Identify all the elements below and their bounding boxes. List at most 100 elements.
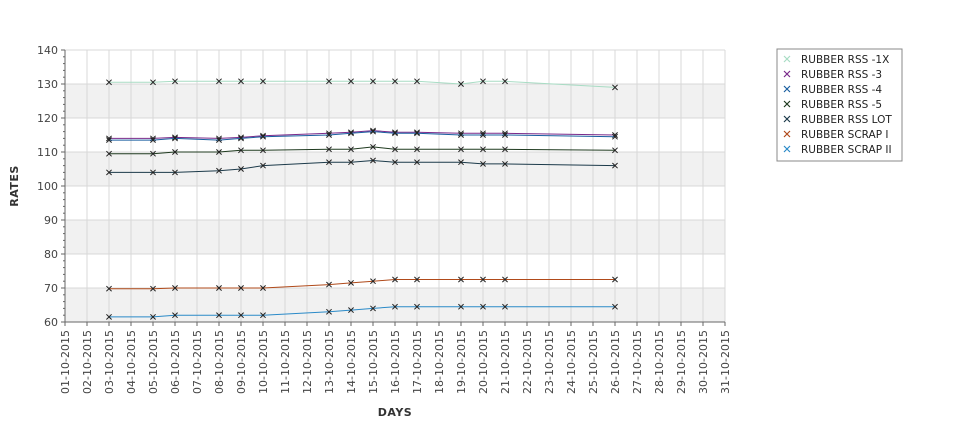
data-point [106, 169, 112, 176]
x-tick-label: 06-10-2015 [169, 330, 182, 394]
data-point [260, 78, 266, 85]
x-tick-label: 05-10-2015 [147, 330, 160, 394]
x-tick-label: 22-10-2015 [521, 330, 534, 394]
data-point [392, 130, 398, 137]
x-tick-label: 16-10-2015 [389, 330, 402, 394]
data-point [172, 149, 178, 155]
y-tick-label: 120 [37, 112, 58, 125]
x-tick-label: 10-10-2015 [257, 330, 270, 394]
legend-marker [783, 85, 791, 93]
legend-item: RUBBER RSS LOT [783, 114, 892, 126]
legend-label: RUBBER RSS -4 [801, 84, 882, 96]
y-tick-label: 70 [44, 282, 58, 295]
legend-item: RUBBER RSS -1X [783, 54, 889, 66]
data-point [216, 312, 222, 319]
series-1 [106, 78, 618, 91]
series-3 [106, 128, 618, 144]
x-tick-label: 30-10-2015 [697, 330, 710, 394]
data-point [458, 303, 464, 310]
data-point [414, 130, 420, 137]
x-tick-label: 02-10-2015 [81, 330, 94, 394]
x-tick-label: 01-10-2015 [59, 330, 72, 394]
legend-label: RUBBER RSS LOT [801, 114, 892, 126]
data-point [216, 285, 222, 291]
x-tick-label: 18-10-2015 [433, 330, 446, 394]
series-2 [106, 127, 618, 142]
legend-label: RUBBER SCRAP I [801, 129, 888, 141]
data-point [260, 132, 266, 139]
series-6 [106, 276, 618, 292]
data-point [502, 78, 508, 85]
data-point [216, 78, 222, 85]
x-tick-label: 24-10-2015 [565, 330, 578, 394]
data-point [370, 278, 376, 285]
data-point [458, 81, 464, 87]
data-point [480, 276, 486, 283]
x-axis-label: DAYS [378, 406, 412, 419]
y-tick-label: 100 [37, 180, 58, 193]
data-point [348, 129, 354, 136]
data-point [414, 276, 420, 283]
x-tick-label: 29-10-2015 [675, 330, 688, 394]
y-tick-label: 140 [37, 44, 58, 57]
legend-label: RUBBER SCRAP II [801, 144, 892, 156]
data-point [370, 305, 376, 312]
data-point [238, 285, 244, 291]
data-point [326, 132, 332, 138]
data-point [348, 159, 354, 166]
legend-marker [783, 70, 791, 78]
data-point [238, 147, 244, 154]
data-point [238, 134, 244, 141]
x-tick-label: 31-10-2015 [719, 330, 732, 394]
data-point [502, 146, 508, 153]
data-point [370, 128, 376, 135]
data-point [480, 132, 486, 138]
series-5 [106, 157, 618, 176]
legend-label: RUBBER RSS -1X [801, 54, 889, 66]
data-point [458, 159, 464, 166]
data-point [502, 276, 508, 283]
data-point [216, 149, 222, 155]
data-point [260, 312, 266, 319]
series-4 [106, 143, 618, 157]
legend-item: RUBBER RSS -4 [783, 84, 882, 96]
data-point [392, 129, 398, 136]
x-tick-label: 03-10-2015 [103, 330, 116, 394]
legend: RUBBER RSS -1X RUBBER RSS -3 RUBBER RSS -4… [776, 48, 903, 162]
data-point [502, 303, 508, 310]
data-point [172, 134, 178, 141]
legend-marker [783, 55, 791, 63]
data-point [326, 281, 332, 288]
data-point [480, 303, 486, 310]
x-tick-label: 08-10-2015 [213, 330, 226, 394]
data-point [150, 313, 156, 320]
data-point [480, 78, 486, 85]
data-point [480, 160, 486, 167]
data-point [612, 147, 618, 154]
data-point [612, 276, 618, 283]
data-point [172, 285, 178, 291]
x-tick-label: 17-10-2015 [411, 330, 424, 394]
data-point [480, 146, 486, 153]
data-point [392, 78, 398, 85]
data-point [502, 160, 508, 167]
data-point [260, 162, 266, 169]
data-point [216, 167, 222, 174]
legend-item: RUBBER SCRAP I [783, 129, 888, 141]
data-point [260, 147, 266, 154]
legend-marker [783, 100, 791, 108]
data-point [414, 129, 420, 136]
legend-item: RUBBER SCRAP II [783, 144, 892, 156]
data-point [260, 133, 266, 140]
data-point [370, 127, 376, 134]
data-point [414, 303, 420, 310]
legend-box [776, 48, 903, 162]
data-point [150, 169, 156, 176]
legend-marker [783, 145, 791, 153]
data-point [150, 285, 156, 292]
x-tick-label: 15-10-2015 [367, 330, 380, 394]
y-tick-label: 130 [37, 78, 58, 91]
data-point [326, 146, 332, 153]
data-point [370, 78, 376, 85]
data-point [106, 137, 112, 144]
